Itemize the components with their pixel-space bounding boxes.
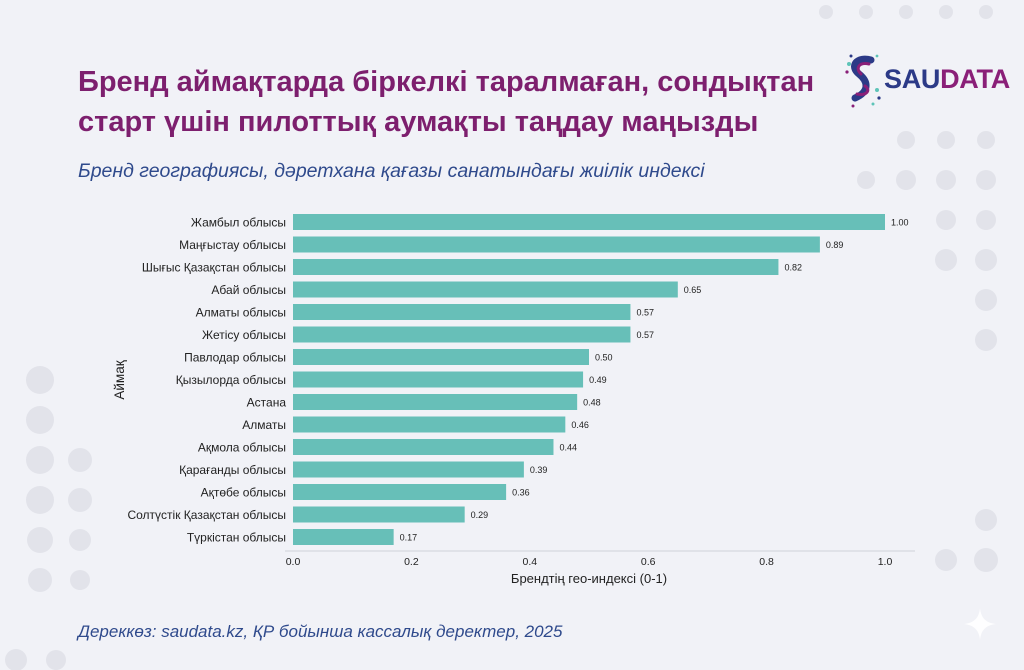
- category-labels: Жамбыл облысы Маңғыстау облысы Шығыс Қазақ…: [127, 216, 286, 545]
- bar-value-label: 0.65: [684, 285, 702, 295]
- sparkle-icon: [964, 608, 996, 640]
- logo-text: SAUDATA: [884, 64, 1010, 95]
- category-label: Маңғыстау облысы: [179, 238, 286, 252]
- bar: [293, 326, 631, 343]
- bar-value-label: 0.17: [400, 533, 418, 543]
- x-tick-label: 0.8: [759, 556, 774, 568]
- bar: [293, 394, 578, 410]
- bar-value-label: 0.39: [530, 465, 548, 475]
- bar: [293, 236, 820, 253]
- x-tick-label: 0.0: [286, 556, 301, 568]
- category-label: Алматы: [242, 418, 286, 432]
- bar-value-label: 0.46: [571, 420, 589, 430]
- x-tick-labels: 0.0 0.2 0.4 0.6 0.8 1.0: [286, 556, 893, 568]
- bar-value-label: 0.29: [471, 510, 489, 520]
- bar: [293, 349, 589, 365]
- category-label: Абай облысы: [211, 283, 286, 297]
- category-label: Жамбыл облысы: [191, 216, 286, 230]
- category-label: Жетісу облысы: [202, 328, 286, 342]
- title-line-1: Бренд аймақтарда біркелкі таралмаған, со…: [78, 66, 815, 98]
- x-tick-label: 0.6: [641, 556, 656, 568]
- bar-value-label: 0.49: [589, 375, 607, 385]
- x-tick-label: 1.0: [878, 556, 893, 568]
- bar: [293, 461, 524, 478]
- saudata-logo: SAUDATA: [843, 50, 1010, 110]
- x-tick-label: 0.4: [522, 556, 537, 568]
- bars: [293, 214, 885, 545]
- bar: [293, 214, 885, 230]
- bar-value-label: 0.50: [595, 353, 613, 363]
- value-labels: 1.00 0.89 0.82 0.65 0.57 0.57 0.50 0.49 0.48 0.46…: [400, 218, 909, 543]
- x-axis-label: Брендтің гео-индексі (0-1): [511, 571, 667, 586]
- bar: [293, 259, 779, 275]
- category-label: Қарағанды облысы: [179, 463, 286, 477]
- x-tick-label: 0.2: [404, 556, 419, 568]
- bar: [293, 506, 465, 523]
- bar-value-label: 0.44: [559, 443, 577, 453]
- bar: [293, 416, 566, 433]
- category-label: Павлодар облысы: [184, 351, 286, 365]
- bar-value-label: 0.57: [636, 330, 654, 340]
- title-line-2: старт үшін пилоттық аумақты таңдау маңыз…: [78, 106, 759, 138]
- bar: [293, 529, 394, 545]
- bar: [293, 281, 678, 298]
- bar: [293, 371, 584, 388]
- category-label: Шығыс Қазақстан облысы: [142, 261, 286, 275]
- bar-value-label: 0.36: [512, 488, 530, 498]
- page-title: Бренд аймақтарда біркелкі таралмаған, со…: [78, 62, 838, 142]
- bar: [293, 439, 554, 455]
- bar: [293, 304, 631, 320]
- bar-value-label: 0.82: [784, 263, 802, 273]
- bar-value-label: 1.00: [891, 218, 909, 228]
- category-label: Ақмола облысы: [198, 441, 286, 455]
- category-label: Алматы облысы: [196, 306, 286, 320]
- category-label: Солтүстік Қазақстан облысы: [127, 508, 286, 522]
- bar-value-label: 0.57: [636, 308, 654, 318]
- logo-text-sau: SAU: [884, 64, 941, 94]
- bar-value-label: 0.89: [826, 240, 844, 250]
- logo-text-data: DATA: [940, 64, 1010, 94]
- y-axis-label: Аймақ: [112, 360, 127, 399]
- category-label: Түркістан облысы: [187, 531, 286, 545]
- category-label: Астана: [247, 396, 287, 410]
- source-note: Дереккөз: saudata.kz, ҚР бойынша кассалы…: [78, 622, 563, 641]
- category-label: Қызылорда облысы: [176, 373, 286, 387]
- bar: [293, 484, 507, 500]
- chart-subtitle: Бренд географиясы, дәретхана қағазы сана…: [78, 160, 705, 182]
- bar-value-label: 0.48: [583, 398, 601, 408]
- logo-mark-icon: [845, 54, 881, 108]
- category-label: Ақтөбе облысы: [201, 486, 286, 500]
